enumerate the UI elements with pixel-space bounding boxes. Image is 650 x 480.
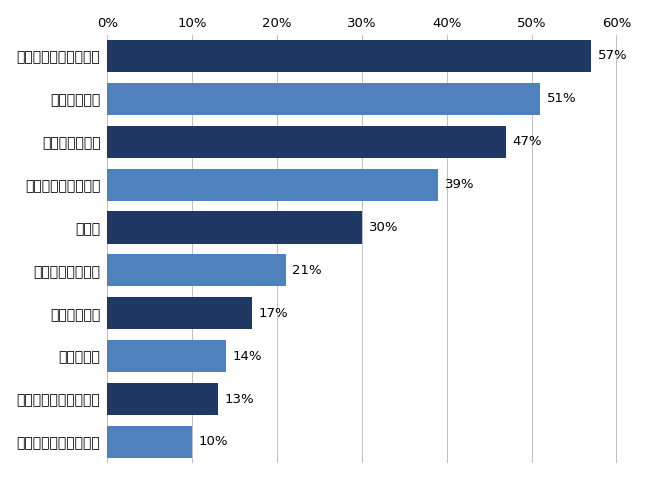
Bar bbox=[107, 211, 362, 243]
Text: 47%: 47% bbox=[513, 135, 542, 148]
Text: 21%: 21% bbox=[292, 264, 322, 277]
Bar bbox=[107, 83, 540, 115]
Bar bbox=[107, 297, 252, 329]
Bar bbox=[107, 340, 226, 372]
Bar bbox=[107, 254, 285, 287]
Bar bbox=[107, 40, 591, 72]
Text: 14%: 14% bbox=[233, 349, 263, 362]
Bar bbox=[107, 126, 506, 158]
Text: 13%: 13% bbox=[224, 393, 254, 406]
Text: 10%: 10% bbox=[199, 435, 229, 448]
Bar bbox=[107, 383, 218, 415]
Text: 17%: 17% bbox=[258, 307, 288, 320]
Text: 51%: 51% bbox=[547, 92, 577, 105]
Text: 30%: 30% bbox=[369, 221, 398, 234]
Text: 39%: 39% bbox=[445, 178, 474, 191]
Text: 57%: 57% bbox=[598, 49, 627, 62]
Bar bbox=[107, 168, 438, 201]
Bar bbox=[107, 426, 192, 458]
